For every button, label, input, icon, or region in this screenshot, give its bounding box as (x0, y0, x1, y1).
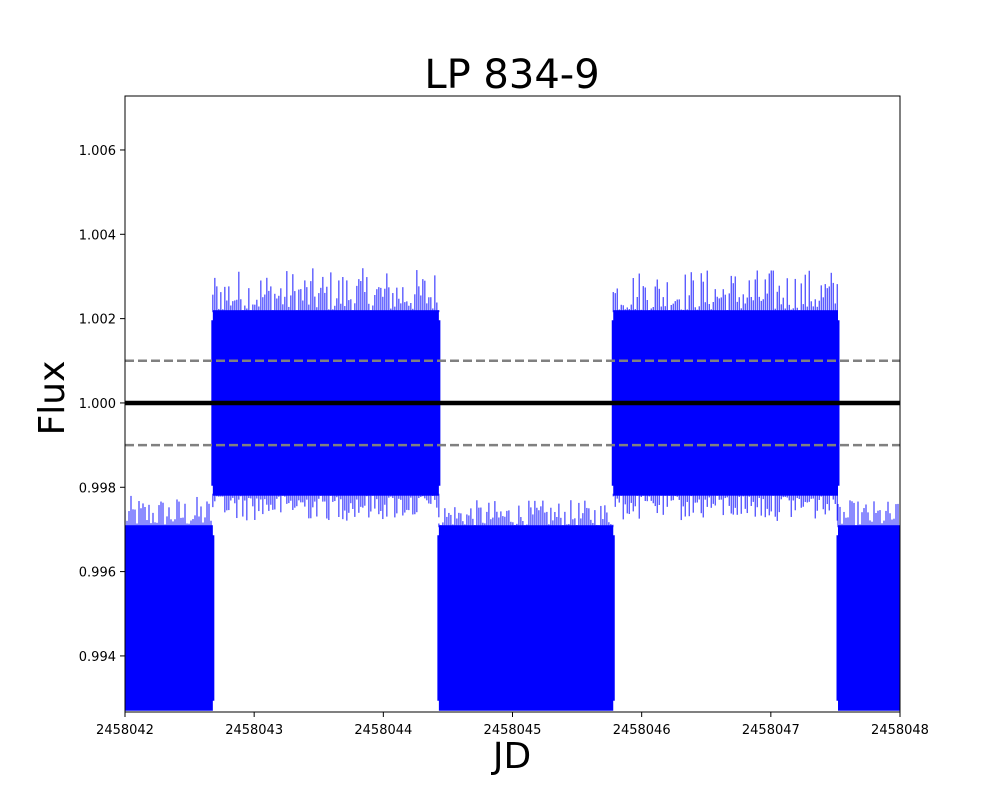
y-tick-label: 0.996 (79, 566, 116, 581)
x-tick-label: 2458048 (871, 723, 929, 738)
x-tick-label: 2458044 (354, 723, 412, 738)
y-axis: 0.994 0.996 0.998 1.000 1.002 1.004 1.006 (79, 144, 125, 665)
x-axis-label: JD (491, 736, 531, 777)
flux-band-segment (838, 525, 900, 711)
chart-title: LP 834-9 (424, 52, 599, 98)
y-tick-label: 1.006 (79, 144, 116, 159)
y-tick-label: 1.004 (79, 228, 116, 243)
x-tick-label: 2458047 (742, 723, 800, 738)
x-tick-label: 2458043 (225, 723, 283, 738)
x-axis: 2458042 2458043 2458044 2458045 2458046 24580… (96, 712, 929, 738)
x-tick-label: 2458045 (484, 723, 542, 738)
flux-band-segment (125, 525, 213, 711)
y-axis-label: Flux (32, 361, 73, 436)
y-tick-label: 0.994 (79, 650, 116, 665)
y-tick-label: 1.002 (79, 313, 116, 328)
y-tick-label: 0.998 (79, 481, 116, 496)
x-tick-label: 2458046 (613, 723, 671, 738)
flux-band-segment (438, 525, 614, 711)
x-tick-label: 2458042 (96, 723, 154, 738)
y-tick-label: 1.000 (79, 397, 116, 412)
reference-lines (125, 359, 900, 447)
